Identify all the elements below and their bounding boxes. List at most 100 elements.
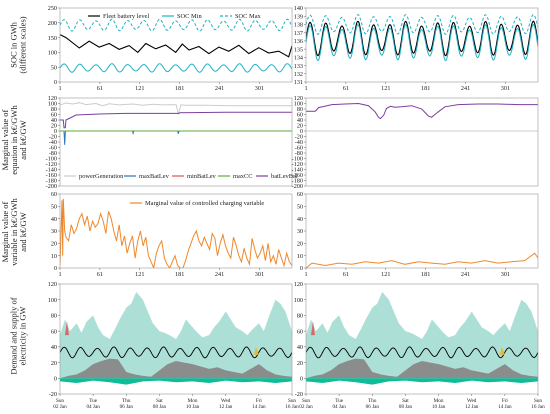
x-tick-label: 14 Jan xyxy=(252,404,266,410)
row-label-line: electricity in GW xyxy=(18,306,28,365)
x-tick-label: 1 xyxy=(304,85,307,92)
row-label-1: Marginal value of equation in k€/GWh and k… xyxy=(0,105,28,175)
x-tick-label: 121 xyxy=(381,271,390,278)
series-fleet-battery-level xyxy=(306,20,538,57)
plot-frame xyxy=(305,193,539,269)
y-tick-label: 120 xyxy=(294,281,303,288)
y-tick-label: -100 xyxy=(292,156,303,163)
y-tick-label: 131 xyxy=(294,79,303,86)
y-tick-label: -40 xyxy=(49,139,57,146)
series-conventional-area xyxy=(60,358,292,379)
y-tick-label: 250 xyxy=(48,5,57,12)
x-tick-label: Sun xyxy=(302,398,310,404)
y-tick-label: 133 xyxy=(294,63,303,70)
y-tick-label: 0 xyxy=(300,128,303,135)
y-tick-label: 20 xyxy=(51,360,57,367)
y-tick-label: 200 xyxy=(48,20,57,27)
y-tick-label: 0 xyxy=(300,265,303,272)
row-label-line: equation in k€/GWh xyxy=(9,105,19,175)
x-tick-label: 02 Jan xyxy=(53,404,67,410)
legend-item-label: batLevBal xyxy=(271,173,298,180)
y-tick-label: 40 xyxy=(297,344,303,351)
series-maxbatlev xyxy=(60,130,292,145)
y-tick-label: 60 xyxy=(297,328,303,335)
legend-item-label: Fleet battery level xyxy=(103,13,149,20)
x-tick-label: 10 Jan xyxy=(186,404,200,410)
row-label-line: (different scales) xyxy=(18,16,28,73)
panel-var-right: 0 10 20 30 40 50 60 1 61 121 181 241 301 xyxy=(297,191,539,278)
x-tick-label: 241 xyxy=(215,85,224,92)
y-tick-label: 80 xyxy=(297,313,303,320)
plot-frame xyxy=(305,7,539,83)
y-tick-label: 60 xyxy=(51,191,57,198)
y-tick-label: -20 xyxy=(295,391,303,398)
y-tick-label: 100 xyxy=(48,50,57,57)
y-tick-label: 40 xyxy=(51,344,57,351)
x-tick-label: Sun xyxy=(288,398,296,404)
row-label-line: SOC in GWh xyxy=(9,21,19,68)
series-supply-area xyxy=(306,291,538,379)
x-tick-label: 12 Jan xyxy=(219,404,233,410)
y-tick-label: 140 xyxy=(294,5,303,12)
row-label-3: Demand and supply of electricity in GW xyxy=(9,297,28,374)
y-tick-label: -20 xyxy=(295,134,303,141)
y-tick-label: 80 xyxy=(297,106,303,113)
plot-area xyxy=(306,291,538,385)
x-tick-label: 61 xyxy=(343,85,349,92)
plot-area xyxy=(306,14,538,62)
series-peak-marker xyxy=(253,346,259,355)
x-tick-label: 61 xyxy=(343,271,349,278)
y-tick-label: 50 xyxy=(51,204,57,211)
row-label-line: Marginal value of xyxy=(0,109,10,170)
series-peak-marker xyxy=(310,321,315,336)
x-tick-label: Fri xyxy=(256,398,263,404)
series-demand-line xyxy=(306,346,538,359)
y-tick-label: 100 xyxy=(48,101,57,108)
x-tick-label: 12 Jan xyxy=(465,404,479,410)
y-tick-label: 10 xyxy=(297,253,303,260)
y-tick-label: -180 xyxy=(46,178,57,185)
x-tick-label: Mon xyxy=(434,398,444,404)
panel-eq-left: -200-180-160-140-120-100-80-60-40-200204… xyxy=(46,95,293,190)
y-tick-label: 120 xyxy=(48,95,57,102)
x-tick-label: 16 Jan xyxy=(285,404,299,410)
series-soc-max xyxy=(306,14,538,35)
x-tick-label: Wed xyxy=(221,398,231,404)
y-tick-label: 150 xyxy=(48,35,57,42)
series-peak-marker xyxy=(499,346,505,355)
series-storage-discharge-area xyxy=(60,378,292,385)
y-tick-label: 137 xyxy=(294,30,303,37)
y-tick-label: -200 xyxy=(46,183,57,190)
series-storage-discharge-area xyxy=(306,378,538,385)
y-tick-label: -80 xyxy=(49,150,57,157)
x-tick-label: 06 Jan xyxy=(366,404,380,410)
plot-area xyxy=(306,252,538,268)
plot-area xyxy=(60,291,292,385)
x-tick-label: 301 xyxy=(255,271,264,278)
panel-soc-left: 0 50 100 150 200 250 1 61 121 181 241 301 xyxy=(48,5,293,92)
legend-item-label: maxCC xyxy=(233,173,253,180)
y-tick-label: 100 xyxy=(48,297,57,304)
row-label-0: SOC in GWh (different scales) xyxy=(9,16,28,73)
legend-item-label: maxBatLev xyxy=(139,173,170,180)
series-fleet-battery-level xyxy=(60,34,292,58)
x-tick-label: Thu xyxy=(368,398,377,404)
plot-frame xyxy=(59,7,293,83)
y-tick-label: 20 xyxy=(51,241,57,248)
plot-frame xyxy=(59,283,293,395)
x-tick-label: Mon xyxy=(188,398,198,404)
plot-frame xyxy=(305,97,539,187)
legend-item-label: SOC Max xyxy=(235,13,262,20)
series-soc-min xyxy=(60,63,292,73)
legend-item-label: Marginal value of controlled charging va… xyxy=(145,200,264,207)
x-tick-label: 181 xyxy=(421,271,430,278)
y-tick-label: -140 xyxy=(292,167,303,174)
x-tick-label: 301 xyxy=(255,85,264,92)
y-tick-label: -180 xyxy=(292,178,303,185)
plot-area xyxy=(60,198,292,268)
y-tick-label: 20 xyxy=(51,123,57,130)
x-tick-label: 241 xyxy=(461,271,470,278)
x-tick-label: Sun xyxy=(534,398,542,404)
y-tick-label: 0 xyxy=(54,265,57,272)
y-tick-label: 40 xyxy=(297,117,303,124)
